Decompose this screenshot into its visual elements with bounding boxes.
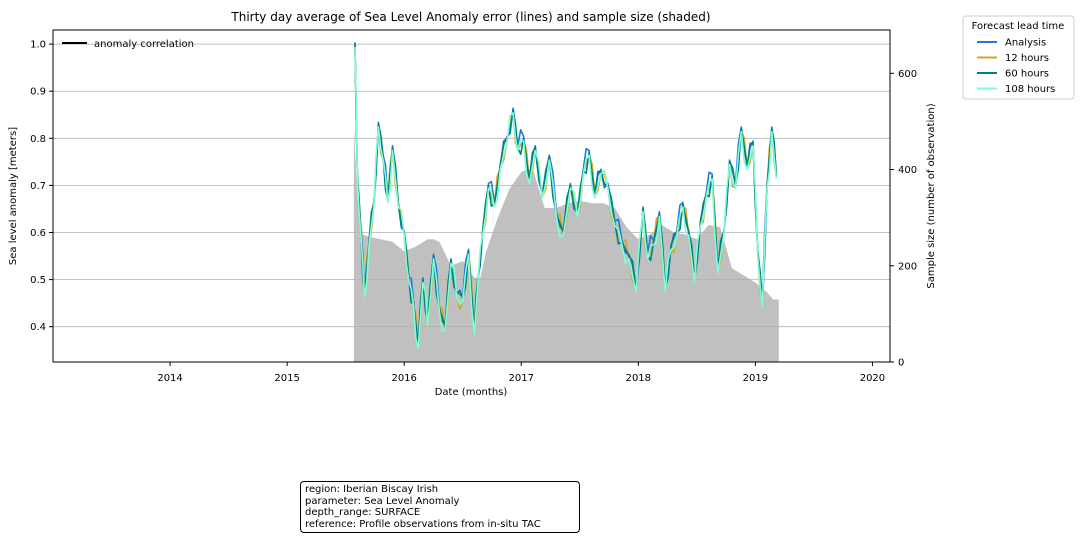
y-axis-ticks: 0.4 0.5 0.6 0.7 0.8 0.9 1.0 xyxy=(30,40,53,333)
info-box: region: Iberian Biscay Irish parameter: … xyxy=(300,481,580,533)
legend-label: 108 hours xyxy=(1005,84,1055,95)
y-tick-label: 0.8 xyxy=(30,134,46,145)
y-tick-label: 1.0 xyxy=(30,40,46,51)
legend-box xyxy=(962,15,1075,100)
y-axis-label: Sea level anomaly [meters] xyxy=(8,127,19,265)
inner-legend-label: anomaly correlation xyxy=(94,39,194,50)
y2-tick-label: 0 xyxy=(898,358,904,369)
y-tick-label: 0.6 xyxy=(30,228,46,239)
info-parameter: parameter: Sea Level Anomaly xyxy=(305,495,460,507)
chart-title: Thirty day average of Sea Level Anomaly … xyxy=(230,10,710,24)
x-tick-label: 2016 xyxy=(391,373,416,384)
x-axis-ticks: 2014 2015 2016 2017 2018 2019 2020 xyxy=(157,362,885,384)
y2-tick-label: 200 xyxy=(898,261,917,272)
x-tick-label: 2017 xyxy=(509,373,534,384)
legend-title: Forecast lead time xyxy=(972,21,1065,32)
error-lines xyxy=(354,42,778,350)
x-tick-label: 2019 xyxy=(743,373,768,384)
y2-tick-label: 600 xyxy=(898,69,917,80)
series-line-analysis xyxy=(354,42,778,345)
y2-tick-label: 400 xyxy=(898,165,917,176)
series-line-60-hours xyxy=(354,44,778,347)
info-reference: reference: Profile observations from in-… xyxy=(305,518,541,530)
y-tick-label: 0.9 xyxy=(30,87,46,98)
y-tick-label: 0.4 xyxy=(30,322,46,333)
legend-label: Analysis xyxy=(1005,38,1046,49)
info-region: region: Iberian Biscay Irish xyxy=(305,484,439,495)
info-depth-range: depth_range: SURFACE xyxy=(305,507,421,518)
x-tick-label: 2018 xyxy=(626,373,651,384)
x-tick-label: 2015 xyxy=(274,373,299,384)
plot-frame xyxy=(52,29,891,363)
y-tick-label: 0.7 xyxy=(30,181,46,192)
series-legend: Forecast lead time Analysis 12 hours 60 ho… xyxy=(962,15,1075,100)
y2-axis-ticks: 0 200 400 600 xyxy=(890,69,917,369)
legend-label: 12 hours xyxy=(1005,53,1049,64)
x-tick-label: 2020 xyxy=(860,373,885,384)
inner-legend: anomaly correlation xyxy=(62,39,194,50)
y-tick-label: 0.5 xyxy=(30,275,46,286)
series-line-108-hours xyxy=(354,46,778,350)
x-tick-label: 2014 xyxy=(157,373,182,384)
legend-label: 60 hours xyxy=(1005,69,1049,80)
y2-axis-label: Sample size (number of observation) xyxy=(926,103,937,288)
x-axis-label: Date (months) xyxy=(435,387,508,398)
